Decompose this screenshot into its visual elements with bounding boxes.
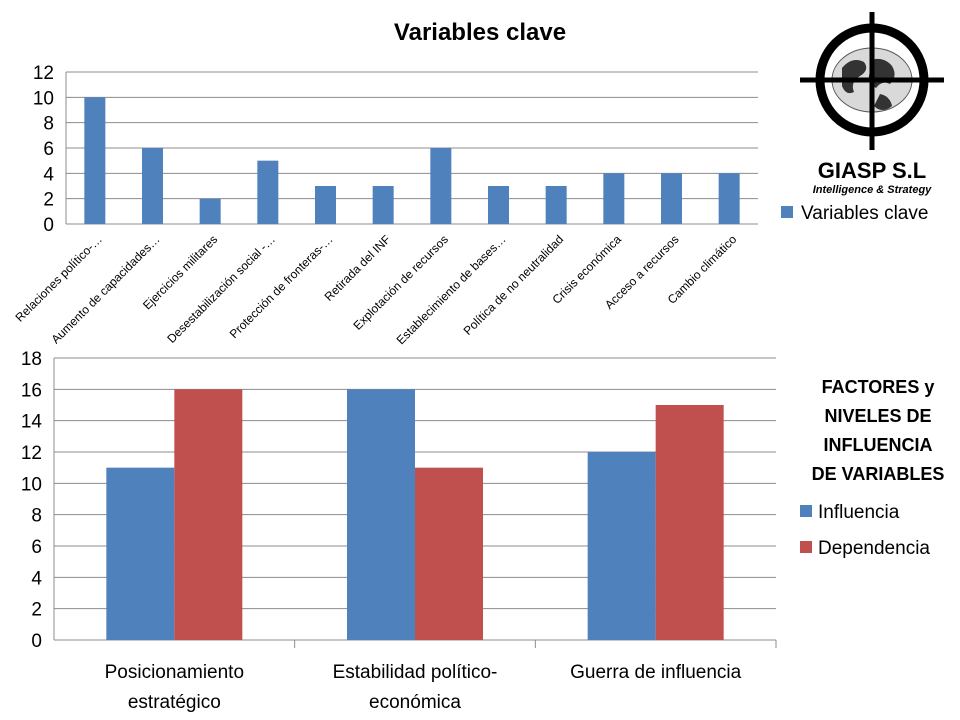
legend-title-line: NIVELES DE xyxy=(824,406,931,426)
legend-swatch-influencia xyxy=(800,505,812,517)
logo-name: GIASP S.L xyxy=(818,158,926,183)
legend-swatch-dependencia xyxy=(800,541,812,553)
bar-explotacion-de-recursos xyxy=(430,148,452,224)
bar-relaciones-politico xyxy=(84,97,106,224)
bar-politica-de-no-neutralidad xyxy=(545,186,567,224)
y-tick-label: 2 xyxy=(31,600,42,621)
chart-2-bars xyxy=(106,389,724,640)
chart-1-x-tick-labels: Relaciones político-…Aumento de capacida… xyxy=(13,232,740,347)
x-tick-label: Política de no neutralidad xyxy=(461,232,567,338)
x-tick-label: Establecimiento de bases… xyxy=(394,232,509,347)
chart-1-y-tick-labels: 0 2 4 6 8 10 12 xyxy=(33,63,55,236)
y-tick-label: 8 xyxy=(31,506,42,527)
chart-1-bars xyxy=(84,97,740,224)
x-tick-label: Protección de fronteras-… xyxy=(227,232,336,341)
y-tick-label: 6 xyxy=(43,139,54,160)
chart-2-legend: FACTORES y NIVELES DE INFLUENCIA DE VARIABL… xyxy=(800,377,944,559)
y-tick-label: 10 xyxy=(21,474,42,495)
chart-1-legend: Variables clave xyxy=(781,203,928,224)
bar-crisis-economica xyxy=(603,173,625,224)
x-tick-label: Explotación de recursos xyxy=(350,232,450,332)
chart-factores-niveles: 0 2 4 6 8 10 12 14 16 18 Posicionamiento estratégi… xyxy=(21,349,944,713)
chart-2-legend-title: FACTORES y NIVELES DE INFLUENCIA DE VARIABL… xyxy=(812,377,945,484)
legend-title-line: FACTORES y xyxy=(822,377,935,397)
bar-ejercicios-militares xyxy=(199,198,221,224)
chart-1-title: Variables clave xyxy=(394,19,566,46)
y-tick-label: 10 xyxy=(33,88,54,109)
bar-influencia-posicionamiento-estrategico xyxy=(106,467,175,640)
y-tick-label: 0 xyxy=(31,631,42,652)
legend-swatch-variables-clave xyxy=(781,206,793,218)
y-tick-label: 6 xyxy=(31,537,42,558)
bar-proteccion-de-fronteras xyxy=(315,186,336,224)
y-tick-label: 2 xyxy=(43,190,54,211)
logo-tagline: Intelligence & Strategy xyxy=(813,184,932,196)
chart-2-x-tick-labels: Posicionamiento estratégico Estabilidad po… xyxy=(105,662,742,713)
x-tick-label: Estabilidad político- xyxy=(333,662,498,683)
bar-cambio-climatico xyxy=(718,173,740,224)
bar-influencia-estabilidad-politico-economica xyxy=(347,389,415,640)
bar-dependencia-estabilidad-politico-economica xyxy=(415,467,483,640)
chart-variables-clave: Variables clave 0 2 4 6 8 10 12 Relaciones pol… xyxy=(13,19,929,347)
crosshair-globe-icon xyxy=(800,12,944,150)
chart-1-gridlines xyxy=(65,71,758,225)
y-tick-label: 4 xyxy=(31,568,42,589)
x-tick-label: Guerra de influencia xyxy=(570,662,742,683)
bar-influencia-guerra-de-influencia xyxy=(587,452,656,640)
legend-label-influencia: Influencia xyxy=(818,502,900,523)
y-tick-label: 18 xyxy=(21,349,42,370)
bar-retirada-del-inf xyxy=(372,186,394,224)
legend-label-variables-clave: Variables clave xyxy=(801,203,928,224)
bar-aumento-de-capacidades xyxy=(142,148,163,224)
bar-acceso-a-recursos xyxy=(661,173,682,224)
y-tick-label: 8 xyxy=(43,114,54,135)
chart-2-y-tick-labels: 0 2 4 6 8 10 12 14 16 18 xyxy=(21,349,43,652)
x-tick-label: estratégico xyxy=(128,692,221,713)
x-tick-label: económica xyxy=(369,692,461,713)
bar-establecimiento-de-bases xyxy=(488,186,509,224)
y-tick-label: 16 xyxy=(21,380,42,401)
bar-desestabilizacion-social xyxy=(257,160,279,224)
bar-dependencia-guerra-de-influencia xyxy=(655,405,724,640)
x-tick-label: Desestabilización social -… xyxy=(164,232,278,346)
legend-label-dependencia: Dependencia xyxy=(818,538,930,559)
y-tick-label: 4 xyxy=(43,164,54,185)
legend-title-line: INFLUENCIA xyxy=(824,435,933,455)
y-tick-label: 0 xyxy=(43,215,54,236)
x-tick-label: Posicionamiento xyxy=(105,662,244,683)
legend-title-line: DE VARIABLES xyxy=(812,464,945,484)
giasp-logo: GIASP S.L Intelligence & Strategy xyxy=(800,12,944,196)
y-tick-label: 12 xyxy=(21,443,42,464)
bar-dependencia-posicionamiento-estrategico xyxy=(174,389,243,640)
x-tick-label: Aumento de capacidades… xyxy=(48,232,162,346)
y-tick-label: 14 xyxy=(21,412,43,433)
y-tick-label: 12 xyxy=(33,63,54,84)
